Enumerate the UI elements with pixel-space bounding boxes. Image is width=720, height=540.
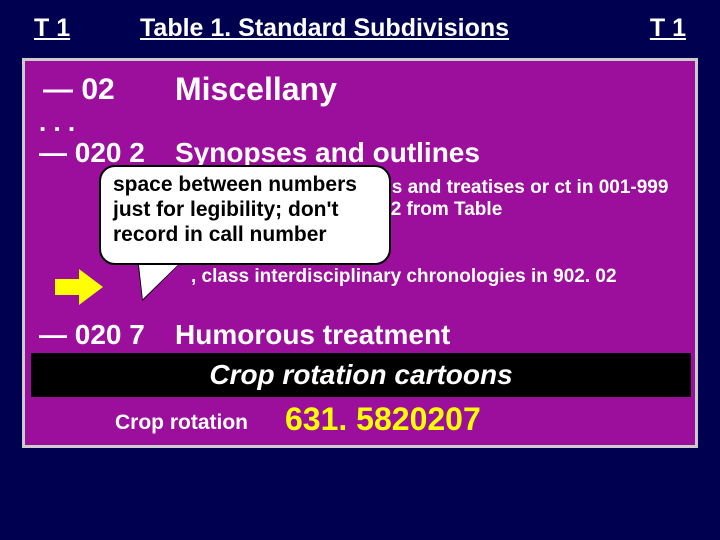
header-title: Table 1. Standard Subdivisions (140, 14, 509, 43)
note-continuation: , class interdisciplinary chronologies i… (191, 266, 691, 288)
entry-02-label: Miscellany (175, 71, 337, 108)
example-title: Crop rotation cartoons (209, 359, 512, 390)
header-left-code: T 1 (34, 14, 70, 43)
content-panel: — 02 Miscellany . . . — 020 2 Synopses a… (22, 58, 698, 448)
callout-bubble: space between numbers just for legibilit… (99, 165, 391, 265)
ellipsis: . . . (39, 107, 75, 138)
example-title-box: Crop rotation cartoons (31, 353, 691, 397)
header-right-code: T 1 (650, 14, 686, 43)
footer-subject: Crop rotation (115, 411, 248, 435)
note-partial-text: pses and treatises or ct in 001-999 0202… (359, 177, 689, 221)
arrow-head (79, 269, 103, 305)
footer-call-number: 631. 5820207 (285, 401, 481, 438)
callout-text: space between numbers just for legibilit… (113, 173, 357, 246)
entry-0207-label: Humorous treatment (175, 319, 450, 351)
entry-02-code: — 02 (43, 73, 115, 107)
arrow-stem (55, 279, 81, 295)
entry-0207-code: — 020 7 (39, 319, 145, 351)
